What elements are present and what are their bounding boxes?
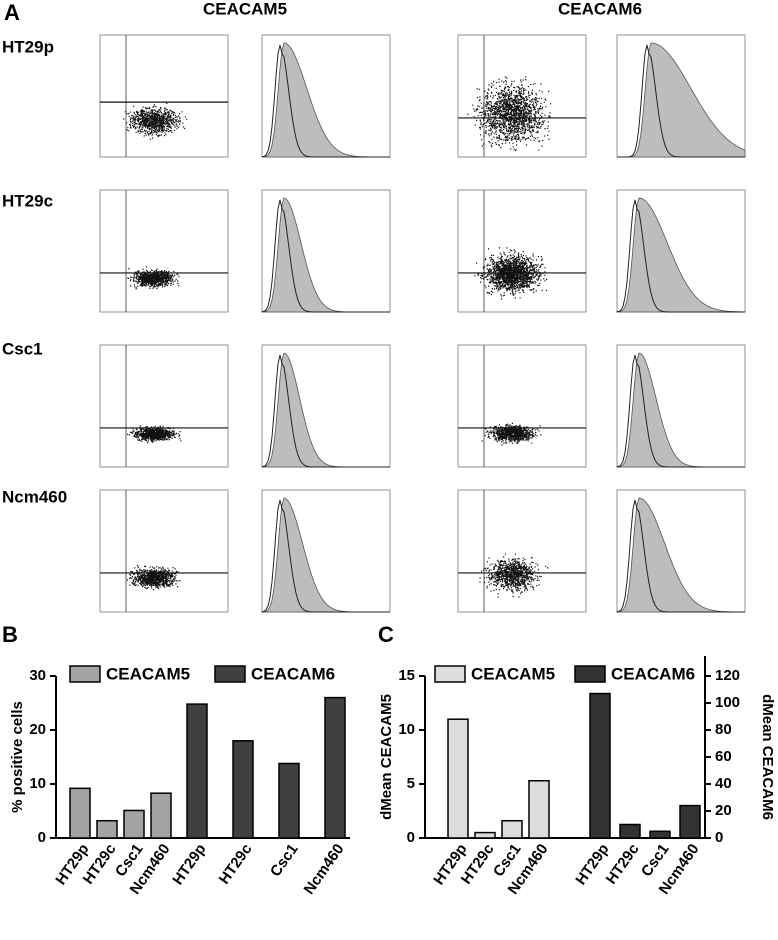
y-tick-label: 10 — [29, 775, 46, 792]
bar — [447, 718, 469, 839]
scatter-dots — [479, 553, 549, 598]
histogram-outline — [261, 199, 390, 313]
histogram-outline — [616, 499, 745, 613]
scatter-frame — [99, 344, 229, 468]
histogram-outline — [617, 44, 745, 158]
bar — [150, 792, 172, 839]
y-tick-label: 0 — [38, 829, 46, 846]
bar — [589, 692, 611, 839]
y-tick-label: 0 — [407, 829, 415, 846]
scatter-frame — [99, 189, 229, 313]
histogram-fill — [616, 497, 745, 613]
bar — [96, 819, 118, 839]
bar — [232, 740, 254, 839]
scatter-dots — [123, 102, 188, 140]
histogram-fill — [261, 197, 390, 313]
column-header: CEACAM6 — [558, 0, 642, 18]
legend-swatch — [69, 665, 101, 683]
y-tick-label: 30 — [29, 667, 46, 684]
legend-label: CEACAM6 — [251, 664, 335, 683]
bar — [278, 762, 300, 839]
bar — [474, 831, 496, 839]
y2-tick-label: 0 — [715, 829, 723, 846]
row-label: Ncm460 — [2, 487, 67, 506]
y-tick-label: 10 — [398, 721, 415, 738]
histogram-fill — [261, 42, 390, 158]
panel-label: C — [378, 622, 394, 647]
histogram-outline — [261, 44, 390, 158]
y2-tick-label: 40 — [715, 775, 732, 792]
y2-tick-label: 120 — [715, 667, 740, 684]
scatter-dots — [126, 565, 183, 591]
histogram-outline — [261, 499, 390, 613]
row-label: HT29c — [2, 191, 53, 210]
column-header: CEACAM5 — [203, 0, 287, 18]
bar — [186, 703, 208, 839]
legend-label: CEACAM6 — [611, 664, 695, 683]
y-tick-label: 15 — [398, 667, 415, 684]
y-axis-label: dMean CEACAM5 — [378, 694, 395, 820]
x-tick-label: HT29c — [216, 841, 256, 888]
legend-swatch — [214, 665, 246, 683]
bar — [679, 804, 701, 839]
scatter-frame — [457, 189, 587, 313]
histogram-fill — [617, 42, 746, 158]
scatter-dots — [126, 425, 182, 444]
bar — [649, 830, 671, 839]
scatter-dots — [474, 247, 548, 300]
y2-tick-label: 20 — [715, 802, 732, 819]
legend-swatch — [434, 665, 466, 683]
bar — [619, 823, 641, 839]
row-label: Csc1 — [2, 339, 43, 358]
bar — [324, 696, 346, 839]
y2-tick-label: 100 — [715, 694, 740, 711]
panel-label: A — [4, 0, 20, 25]
histogram-fill — [616, 352, 745, 468]
legend-label: CEACAM5 — [106, 664, 190, 683]
histogram-fill — [261, 497, 390, 613]
y2-tick-label: 80 — [715, 721, 732, 738]
histogram-outline — [616, 354, 745, 468]
legend-label: CEACAM5 — [471, 664, 555, 683]
y2-tick-label: 60 — [715, 748, 732, 765]
histogram-outline — [261, 354, 390, 468]
histogram-fill — [616, 197, 746, 313]
bar — [501, 819, 523, 839]
y2-axis-label: dMean CEACAM6 — [759, 694, 776, 820]
scatter-frame — [457, 34, 587, 158]
bar — [123, 809, 145, 839]
scatter-frame — [457, 489, 587, 613]
y-tick-label: 5 — [407, 775, 415, 792]
scatter-dots — [127, 266, 180, 290]
scatter-frame — [457, 344, 587, 468]
scatter-dots — [481, 422, 542, 446]
legend-swatch — [574, 665, 606, 683]
y-axis-label: % positive cells — [9, 701, 26, 813]
x-tick-label: HT29p — [169, 841, 209, 888]
x-tick-label: HT29c — [603, 841, 643, 888]
bar — [69, 787, 91, 839]
scatter-frame — [99, 489, 229, 613]
row-label: HT29p — [2, 37, 54, 56]
x-tick-label: Ncm460 — [301, 841, 348, 898]
scatter-dots — [467, 76, 552, 151]
y-tick-label: 20 — [29, 721, 46, 738]
x-tick-label: Csc1 — [267, 841, 301, 880]
bar — [528, 780, 550, 839]
panel-label: B — [2, 622, 18, 647]
flow-plots — [99, 34, 746, 613]
histogram-outline — [616, 199, 745, 313]
histogram-fill — [261, 352, 390, 468]
scatter-frame — [99, 34, 229, 158]
